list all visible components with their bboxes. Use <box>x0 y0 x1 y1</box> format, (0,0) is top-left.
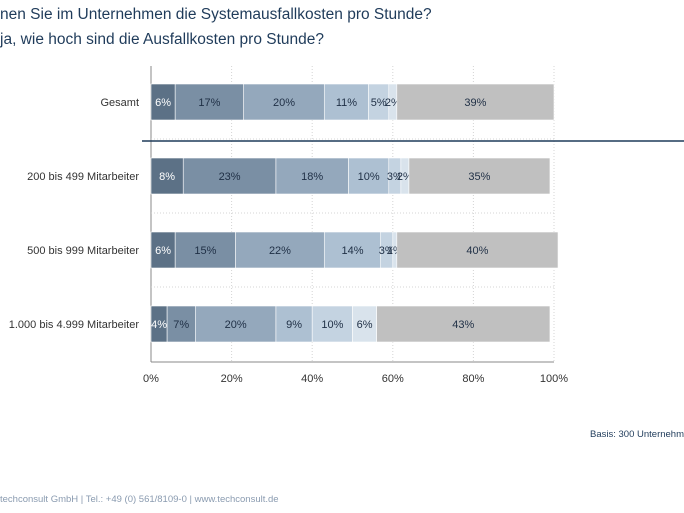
x-tick-label: 0% <box>143 373 159 385</box>
data-label: 6% <box>155 245 171 257</box>
bar-segment <box>348 157 390 195</box>
bar-segment <box>396 231 559 269</box>
bar-segment <box>166 305 196 343</box>
bar-segment <box>275 305 313 343</box>
bar-segment <box>182 157 277 195</box>
bar-segment <box>235 231 325 269</box>
data-label: 3% <box>379 245 395 257</box>
title-line-1: nen Sie im Unternehmen die Systemausfall… <box>0 6 432 23</box>
data-label: 35% <box>468 171 490 183</box>
bar-segment <box>275 157 349 195</box>
x-tick-label: 40% <box>301 373 323 385</box>
data-label: 18% <box>301 171 323 183</box>
bar-segment <box>323 231 382 269</box>
x-tick-label: 20% <box>221 373 243 385</box>
bar-segment <box>174 231 236 269</box>
bar-segment <box>150 157 184 195</box>
bar-segment <box>150 231 176 269</box>
data-label: 9% <box>286 319 302 331</box>
x-tick-label: 60% <box>382 373 404 385</box>
data-label: 8% <box>159 171 175 183</box>
data-label: 43% <box>452 319 474 331</box>
x-tick-label: 100% <box>540 373 568 385</box>
data-label: 22% <box>269 245 291 257</box>
data-label: 23% <box>219 171 241 183</box>
category-label: Gesamt <box>100 97 139 109</box>
data-label: 4% <box>151 319 167 331</box>
data-label: 17% <box>198 97 220 109</box>
data-label: 3% <box>387 171 403 183</box>
category-label: 500 bis 999 Mitarbeiter <box>27 245 139 257</box>
data-label: 6% <box>155 97 171 109</box>
data-label: 11% <box>336 97 357 109</box>
footer-contact: techconsult GmbH | Tel.: +49 (0) 561/810… <box>0 494 279 505</box>
bar-segment <box>408 157 551 195</box>
bar-segment <box>243 83 325 121</box>
bar-segment <box>323 83 369 121</box>
data-label: 39% <box>464 97 486 109</box>
basis-note: Basis: 300 Unternehmen <box>590 429 684 440</box>
category-label: 1.000 bis 4.999 Mitarbeiter <box>9 319 140 331</box>
category-label: 200 bis 499 Mitarbeiter <box>27 171 139 183</box>
title-line-2: ja, wie hoch sind die Ausfallkosten pro … <box>0 31 324 48</box>
data-label: 6% <box>357 319 373 331</box>
data-label: 10% <box>321 319 343 331</box>
bar-segment <box>311 305 353 343</box>
data-label: 14% <box>341 245 363 257</box>
bar-segment <box>195 305 277 343</box>
data-label: 15% <box>194 245 216 257</box>
data-label: 7% <box>173 319 189 331</box>
data-label: 20% <box>273 97 295 109</box>
x-tick-label: 80% <box>462 373 484 385</box>
bar-segment <box>376 305 551 343</box>
bar-segment <box>396 83 555 121</box>
data-label: 20% <box>225 319 247 331</box>
data-label: 5% <box>371 97 387 109</box>
data-label: 40% <box>466 245 488 257</box>
data-label: 10% <box>358 171 380 183</box>
